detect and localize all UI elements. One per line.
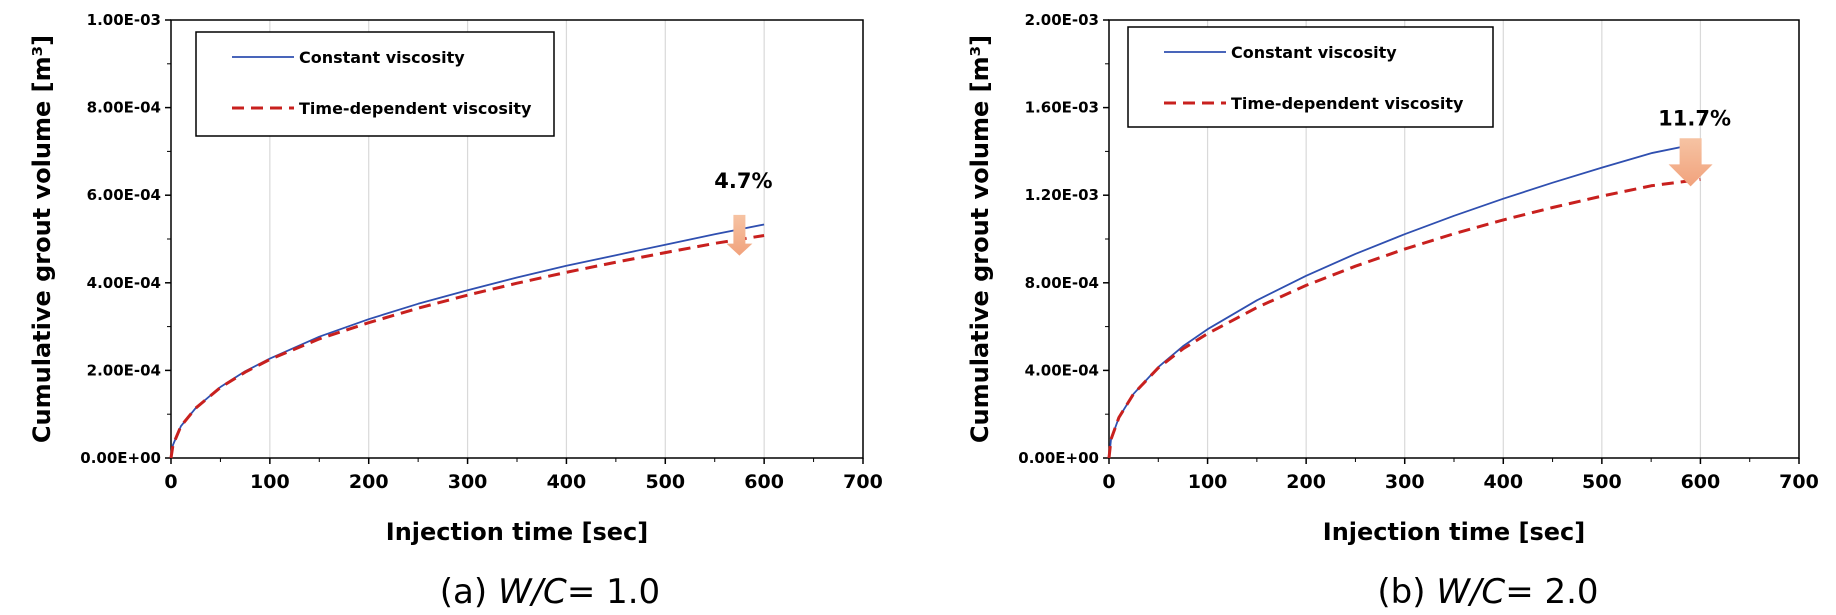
y-tick-label: 4.00E-04 (87, 274, 161, 292)
annotation-arrow (726, 214, 753, 256)
x-tick-label: 300 (1385, 471, 1425, 493)
caption-b: (b) W/C= 2.0 (1228, 572, 1748, 612)
legend-label: Constant viscosity (299, 48, 465, 67)
y-tick-label: 2.00E-03 (1025, 11, 1099, 29)
x-tick-label: 0 (164, 471, 177, 493)
x-tick-label: 500 (1582, 471, 1622, 493)
y-tick-label: 0.00E+00 (80, 449, 161, 467)
legend-box (1127, 26, 1494, 128)
series-time-dependent-viscosity (169, 234, 765, 459)
x-tick-label: 400 (1483, 471, 1523, 493)
y-axis-title: Cumulative grout volume [m³] (966, 35, 994, 443)
x-tick-label: 200 (1286, 471, 1326, 493)
legend-label: Constant viscosity (1231, 43, 1397, 62)
x-tick-label: 700 (1779, 471, 1819, 493)
x-tick-label: 100 (1188, 471, 1228, 493)
chart-a: 0.00E+00 2.00E-04 4.00E-04 6.00E-04 8.00E-04… (28, 11, 883, 546)
annotation-label: 4.7% (714, 169, 772, 193)
x-axis-title: Injection time [sec] (386, 518, 648, 546)
legend-label: Time-dependent viscosity (299, 99, 532, 118)
legend-label: Time-dependent viscosity (1231, 94, 1464, 113)
x-tick-label: 600 (1681, 471, 1721, 493)
annotation-label: 11.7% (1658, 106, 1731, 130)
caption-a-value: = 1.0 (566, 572, 661, 612)
x-tick-label: 300 (448, 471, 488, 493)
y-tick-label: 8.00E-04 (87, 99, 161, 117)
y-tick-label: 8.00E-04 (1025, 274, 1099, 292)
x-tick-label: 200 (349, 471, 389, 493)
caption-a: (a) W/C= 1.0 (290, 572, 810, 612)
y-tick-label: 4.00E-04 (1025, 361, 1099, 379)
y-tick-label: 2.00E-04 (87, 361, 161, 379)
caption-b-wc: W/C (1436, 572, 1506, 612)
x-tick-label: 700 (843, 471, 883, 493)
x-axis-title: Injection time [sec] (1323, 518, 1585, 546)
y-tick-label: 1.60E-03 (1025, 99, 1099, 117)
x-tick-label: 600 (744, 471, 784, 493)
x-tick-label: 500 (645, 471, 685, 493)
x-tick-label: 400 (547, 471, 587, 493)
series-time-dependent-viscosity (1107, 177, 1701, 459)
y-tick-label: 1.20E-03 (1025, 186, 1099, 204)
y-tick-label: 1.00E-03 (87, 11, 161, 29)
y-tick-label: 6.00E-04 (87, 186, 161, 204)
caption-a-wc: W/C (497, 572, 567, 612)
annotation-arrow (1668, 138, 1713, 187)
x-tick-label: 100 (250, 471, 290, 493)
y-tick-label: 0.00E+00 (1018, 449, 1099, 467)
legend-box (195, 31, 555, 137)
caption-b-value: = 2.0 (1505, 572, 1599, 612)
caption-a-label: (a) (439, 572, 488, 612)
y-axis-title: Cumulative grout volume [m³] (28, 35, 56, 443)
caption-b-label: (b) (1377, 572, 1426, 612)
x-tick-label: 0 (1102, 471, 1115, 493)
chart-b: 0.00E+00 4.00E-04 8.00E-04 1.20E-03 1.60E-03… (966, 11, 1819, 546)
